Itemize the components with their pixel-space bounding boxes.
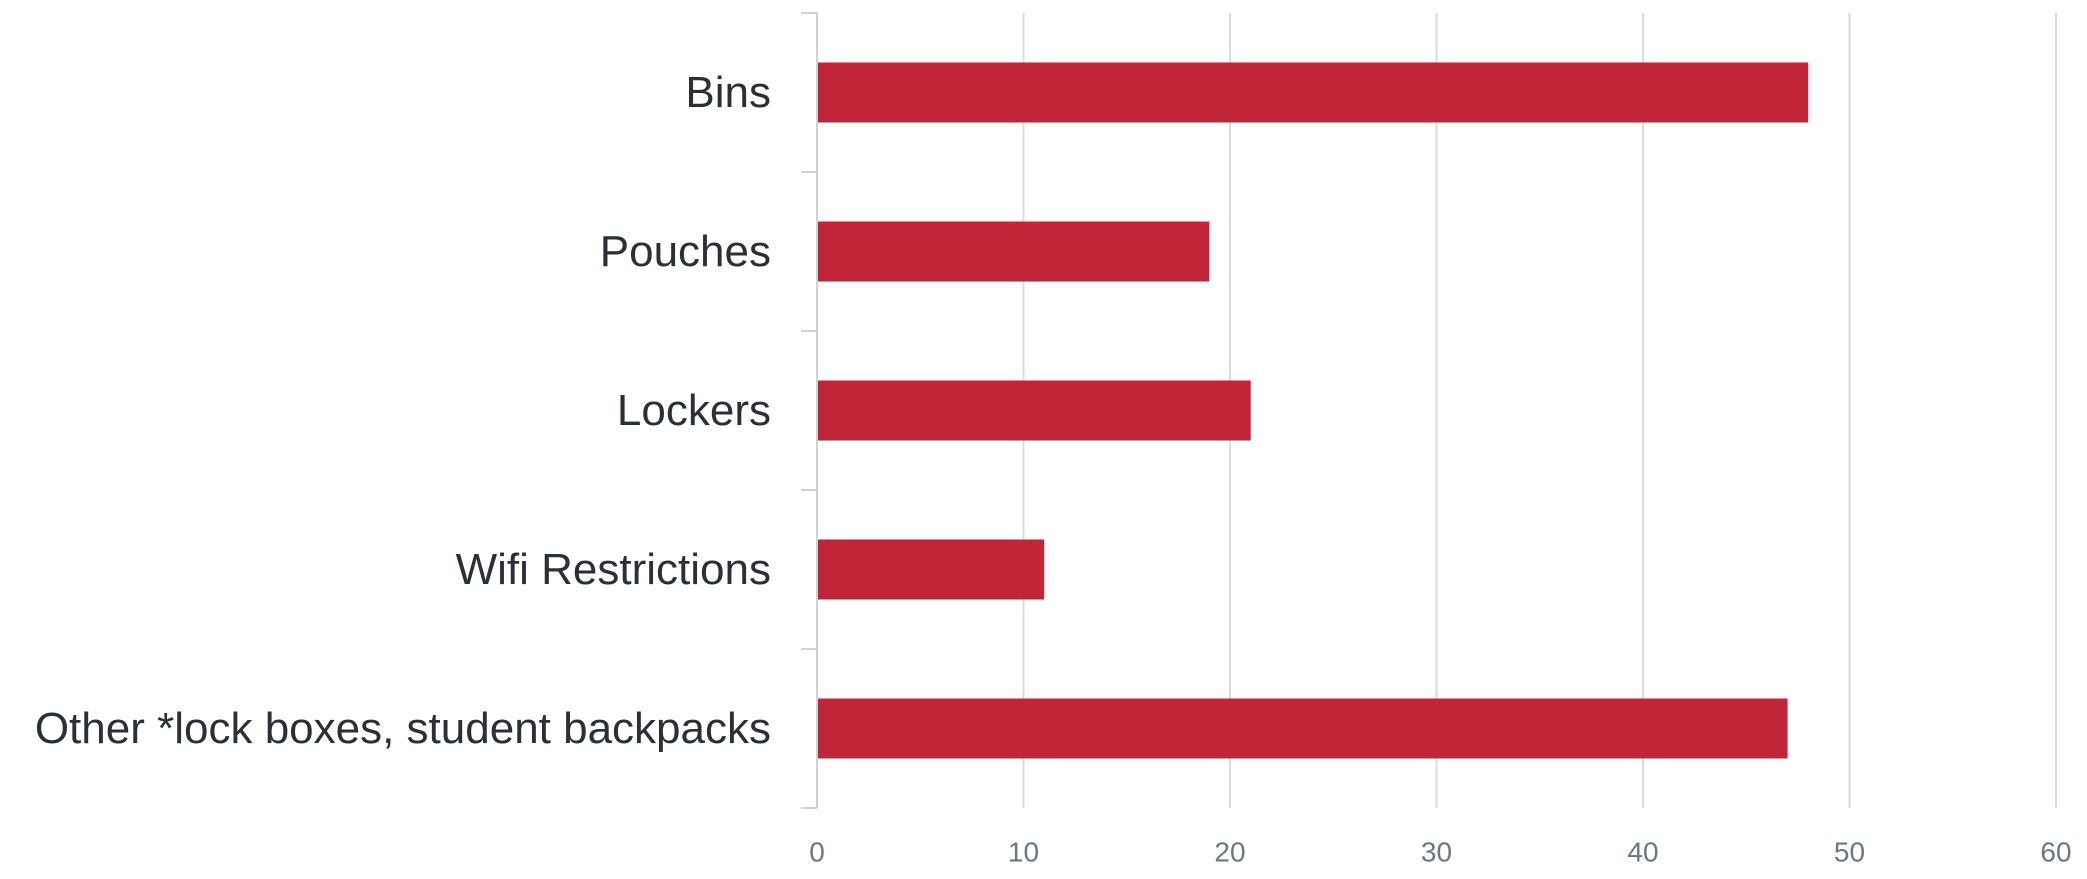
bar-other-lock-boxes-student-backpacks	[818, 698, 1788, 759]
x-tick-label: 40	[1627, 837, 1658, 868]
category-labels: Bins Pouches Lockers Wifi Restrictions Other…	[35, 68, 771, 753]
category-label: Wifi Restrictions	[456, 545, 771, 594]
x-tick-label: 0	[809, 837, 825, 868]
category-label: Pouches	[600, 227, 771, 276]
bar-lockers	[818, 380, 1251, 441]
x-tick-labels: 0 10 20 30 40 50 60	[809, 837, 2071, 868]
x-tick-label: 30	[1421, 837, 1452, 868]
bar-bins	[818, 62, 1809, 123]
bar-pouches	[818, 221, 1210, 282]
category-label: Bins	[685, 68, 771, 117]
x-tick-label: 60	[2040, 837, 2071, 868]
x-tick-label: 10	[1008, 837, 1039, 868]
y-axis	[801, 12, 818, 809]
bars	[818, 62, 1809, 759]
x-tick-label: 50	[1834, 837, 1865, 868]
gridlines	[1022, 13, 2057, 808]
x-tick-label: 20	[1214, 837, 1245, 868]
bar-wifi-restrictions	[818, 539, 1045, 600]
category-label: Other *lock boxes, student backpacks	[35, 704, 771, 753]
category-label: Lockers	[617, 386, 771, 435]
